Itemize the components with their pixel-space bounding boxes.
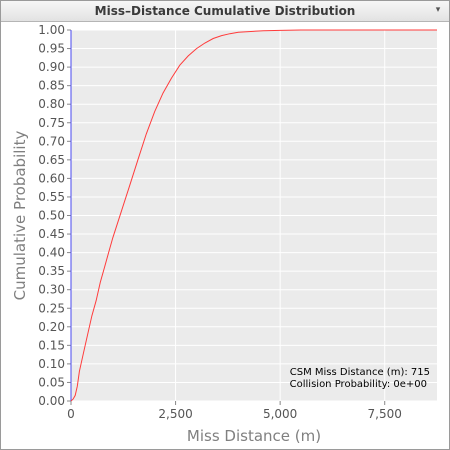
grid-lines (70, 29, 437, 402)
y-tick-label: 0.65 (38, 153, 65, 167)
x-axis-label: Miss Distance (m) (187, 427, 321, 445)
y-tick-label: 0.05 (38, 375, 65, 389)
chart-canvas: 0.00 0.05 0.10 0.15 0.20 0.25 0.30 0.35 0.40 0.45… (11, 23, 437, 445)
annotation-collision-probability: Collision Probability: 0e+00 (290, 379, 427, 390)
y-tick-label: 0.25 (38, 301, 65, 315)
y-tick-label: 0.55 (38, 190, 65, 204)
x-tick-label: 7,500 (368, 407, 402, 421)
window-title: Miss–Distance Cumulative Distribution (94, 4, 356, 18)
y-tick-label: 0.95 (38, 42, 65, 56)
x-tick-labels: 0 2,500 5,000 7,500 (67, 401, 402, 421)
y-tick-label: 0.50 (38, 209, 65, 223)
x-tick-label: 0 (67, 407, 75, 421)
x-tick-label: 5,000 (263, 407, 297, 421)
y-tick-label: 0.60 (38, 171, 65, 185)
y-tick-label: 0.00 (38, 394, 65, 408)
y-tick-labels: 0.00 0.05 0.10 0.15 0.20 0.25 0.30 0.35 0.40 0.45… (38, 23, 71, 408)
y-tick-label: 0.85 (38, 79, 65, 93)
y-tick-label: 1.00 (38, 23, 65, 37)
y-tick-label: 0.10 (38, 357, 65, 371)
dropdown-arrow-icon[interactable]: ▾ (435, 5, 441, 15)
y-tick-label: 0.40 (38, 246, 65, 260)
y-tick-label: 0.45 (38, 227, 65, 241)
y-axis-label: Cumulative Probability (11, 131, 29, 301)
y-tick-label: 0.80 (38, 97, 65, 111)
y-tick-label: 0.15 (38, 338, 65, 352)
y-tick-label: 0.35 (38, 264, 65, 278)
y-tick-label: 0.70 (38, 134, 65, 148)
series-line (70, 29, 437, 402)
y-tick-label: 0.90 (38, 60, 65, 74)
y-tick-label: 0.20 (38, 320, 65, 334)
annotation-csm-miss-distance: CSM Miss Distance (m): 715 (290, 367, 430, 378)
x-tick-label: 2,500 (158, 407, 192, 421)
y-tick-label: 0.75 (38, 116, 65, 130)
title-bar: Miss–Distance Cumulative Distribution ▾ (1, 1, 449, 22)
y-tick-label: 0.30 (38, 283, 65, 297)
